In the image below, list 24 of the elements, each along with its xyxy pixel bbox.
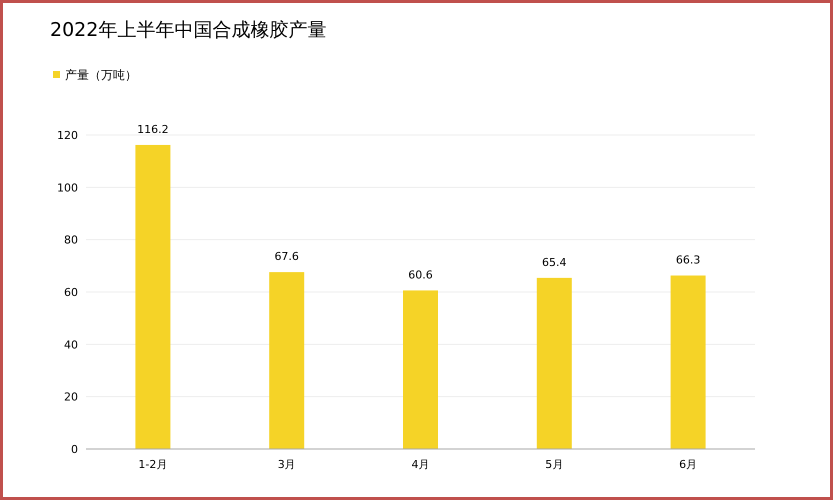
y-tick-label: 60 [64,286,78,299]
x-tick-label: 3月 [278,458,296,471]
data-label: 116.2 [137,122,169,136]
y-tick-label: 80 [64,234,78,247]
y-tick-label: 100 [57,181,78,194]
bar [403,290,438,449]
data-label: 66.3 [676,254,700,267]
legend-label: 产量（万吨） [65,68,137,82]
bar [536,278,572,449]
bar [670,276,706,449]
chart-title: 2022年上半年中国合成橡胶产量 [50,19,326,41]
x-tick-label: 4月 [412,458,430,471]
data-label: 67.6 [274,250,299,264]
x-tick-label: 6月 [679,458,698,471]
x-tick-label: 1-2月 [138,458,168,471]
bar [269,272,304,449]
y-tick-label: 120 [57,129,78,142]
x-tick-label: 5月 [545,458,564,471]
data-label: 60.6 [408,268,433,282]
bar [135,144,170,449]
y-tick-label: 40 [64,338,78,352]
y-tick-label: 20 [64,390,78,404]
y-tick-label: 0 [71,443,78,456]
data-label: 65.4 [542,256,567,269]
